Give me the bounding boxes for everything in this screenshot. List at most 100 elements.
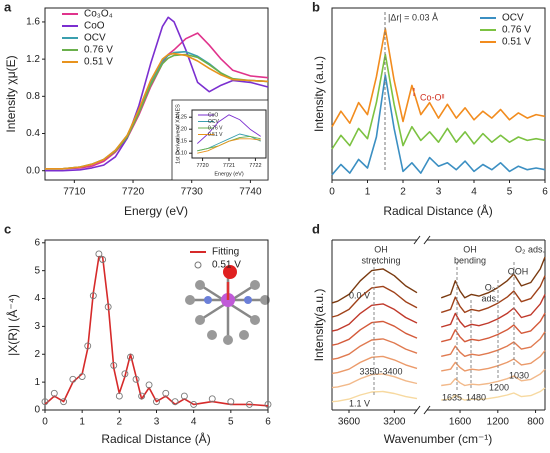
annotation: bending: [454, 255, 486, 265]
data-point: [110, 361, 118, 369]
annotation: 1635: [442, 392, 462, 402]
series-line: [441, 368, 546, 387]
data-point: [104, 303, 112, 311]
x-tick-label: 4: [191, 417, 197, 428]
data-point: [78, 373, 86, 381]
series-line: [331, 303, 418, 332]
panel-letter: a: [4, 0, 12, 14]
y-tick-label: 0.15: [176, 139, 187, 145]
annotation: 1480: [466, 392, 486, 402]
legend-label: OCV: [84, 33, 106, 44]
series-line: [441, 387, 546, 401]
y-tick-label: 1.2: [26, 54, 40, 65]
series-line: [331, 27, 546, 128]
x-tick-label: 7722: [249, 163, 261, 169]
x-tick-label: 1600: [449, 417, 472, 428]
x-tick-label: 2: [400, 187, 406, 198]
series-line: [44, 255, 269, 407]
y-tick-label: 0: [34, 405, 40, 416]
legend-label: CoO: [208, 112, 218, 118]
x-tick-label: 2: [117, 417, 123, 428]
y-tick-label: 0.0: [26, 165, 40, 176]
y-tick-label: 6: [34, 237, 40, 248]
x-axis-label: Radical Distance (Å): [383, 203, 492, 218]
y-axis-label: Intensity (a.u.): [312, 56, 326, 132]
series-line: [331, 338, 418, 360]
series-line: [331, 373, 418, 389]
y-axis-label: 1st Derivative of XANES: [175, 104, 181, 164]
series-line: [331, 53, 546, 150]
y-tick-label: 0.20: [176, 127, 187, 133]
legend-label: 0.76 V: [502, 25, 531, 36]
legend-label: 0.51 V: [212, 260, 241, 271]
inset-frame: [171, 99, 269, 181]
y-tick-label: 5: [34, 265, 40, 276]
data-point: [84, 342, 92, 350]
x-tick-label: 7720: [122, 187, 145, 198]
annotation: OOH: [508, 266, 529, 276]
data-point: [50, 389, 58, 397]
legend-label: CoO: [84, 21, 105, 32]
x-tick-label: 3: [436, 187, 442, 198]
y-axis-label: Intensity(a.u.): [312, 289, 326, 362]
y-tick-label: 1.6: [26, 17, 40, 28]
legend-label: OCV: [208, 119, 220, 125]
annotation: Co-Oᴵᴵ: [420, 92, 445, 102]
x-tick-label: 5: [507, 187, 513, 198]
legend-label: OCV: [502, 13, 524, 24]
annotation: O₂: [485, 282, 496, 292]
data-point: [227, 398, 235, 406]
annotation: 1.1 V: [349, 398, 370, 408]
axis-break: [423, 405, 431, 415]
y-tick-label: 3: [34, 321, 40, 332]
series-line: [440, 275, 546, 314]
legend-label: Fitting: [212, 247, 239, 258]
data-point: [180, 392, 188, 400]
y-tick-label: 0.4: [26, 128, 40, 139]
series-line: [331, 74, 546, 176]
data-point: [190, 400, 198, 408]
x-tick-label: 0: [42, 417, 48, 428]
data-point: [69, 375, 77, 383]
y-tick-label: 2: [34, 349, 40, 360]
annotation: 0.0 V: [349, 290, 370, 300]
annotation: stretching: [361, 255, 400, 265]
y-tick-label: 4: [34, 293, 40, 304]
legend-label: 0.51 V: [502, 37, 531, 48]
x-tick-label: 1200: [487, 417, 510, 428]
data-point: [171, 398, 179, 406]
series-line: [441, 294, 546, 328]
data-point: [89, 292, 97, 300]
y-axis-label: |X(R)| (Å⁻⁴): [5, 294, 20, 356]
series-line: [197, 138, 261, 154]
legend-label: 0.51 V: [84, 57, 113, 68]
legend-label: Co₃O₄: [84, 9, 113, 20]
data-point: [245, 400, 253, 408]
legend-label: 0.76 V: [208, 125, 223, 131]
panel-letter: c: [4, 221, 11, 236]
data-point: [99, 256, 107, 263]
data-point: [208, 395, 216, 403]
series-line: [331, 390, 418, 403]
x-axis-label: Radical Distance (Å): [101, 431, 210, 446]
series-line: [331, 320, 418, 346]
x-tick-label: 6: [265, 417, 271, 428]
series-line: [331, 355, 418, 375]
data-point: [115, 392, 123, 400]
legend-label: 0.76 V: [84, 45, 113, 56]
x-tick-label: 7730: [181, 187, 204, 198]
x-axis-label: Energy (eV): [124, 204, 188, 218]
series-line: [45, 52, 269, 170]
x-tick-label: 7721: [223, 163, 235, 169]
x-tick-label: 3: [154, 417, 160, 428]
x-tick-label: 5: [228, 417, 234, 428]
annotation: O₂ ads.: [515, 244, 545, 254]
annotation: 1200: [489, 382, 509, 392]
data-point: [145, 381, 153, 389]
x-tick-label: 6: [542, 187, 548, 198]
annotation: OH: [463, 244, 477, 254]
data-point: [264, 400, 272, 408]
data-point: [153, 398, 160, 406]
y-tick-label: 1: [34, 377, 40, 388]
